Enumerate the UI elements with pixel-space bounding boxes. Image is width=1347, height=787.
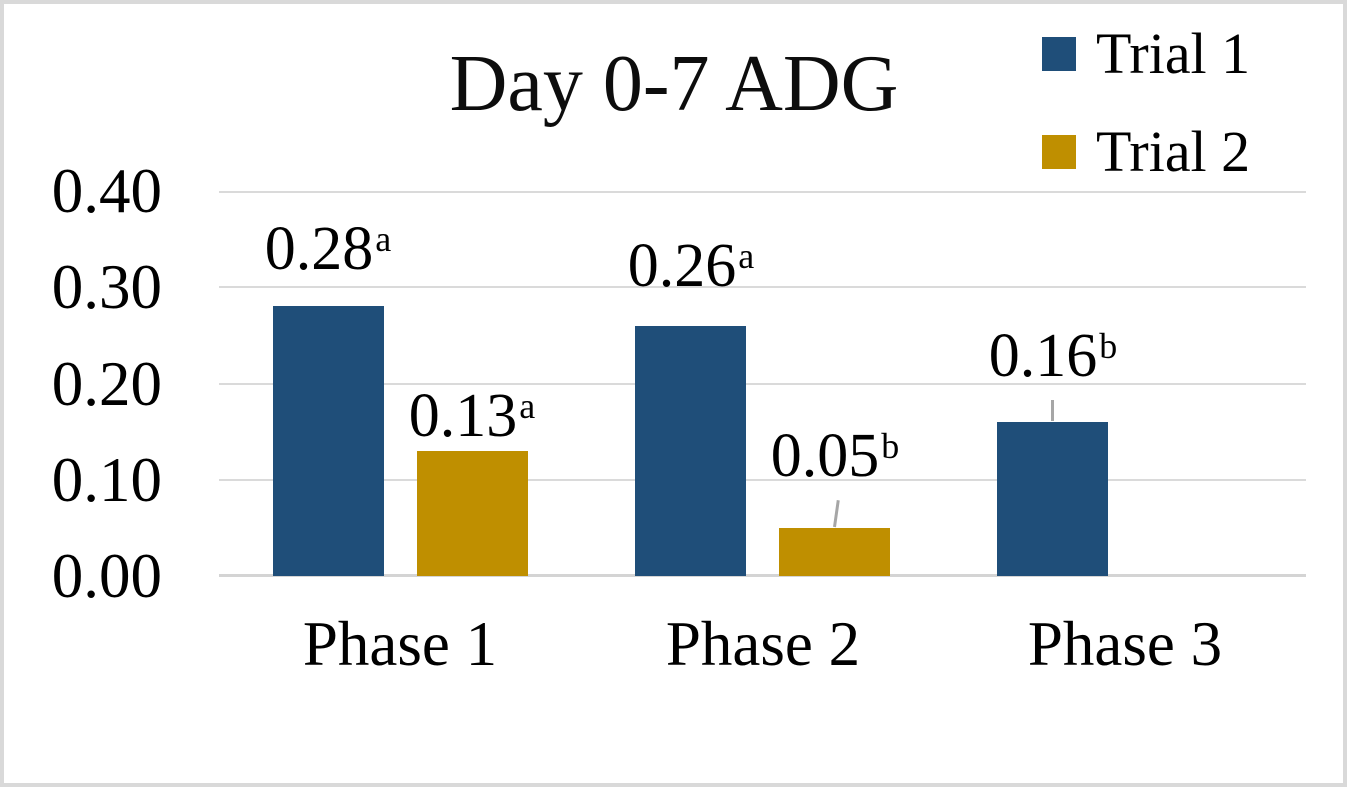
bar-trial-1-phase-1 [273,306,384,576]
leader-line-trial-1-phase-3 [1051,400,1054,421]
bar-trial-1-phase-3 [997,422,1108,576]
data-label-value: 0.26 [627,232,737,300]
bar-trial-2-phase-1 [417,451,528,576]
y-tick-label-0.10: 0.10 [51,445,162,515]
x-axis-label-phase-3: Phase 3 [1027,609,1223,679]
significance-superscript: a [375,219,392,260]
data-label-value: 0.13 [408,382,518,450]
gridline-0.20 [219,383,1306,385]
gridline-0.10 [219,479,1306,481]
significance-superscript: a [738,236,755,277]
legend-label-trial-2: Trial 2 [1096,119,1251,184]
legend: Trial 1 Trial 2 [1042,18,1250,188]
data-label-trial-1-phase-2: 0.26a [628,235,754,297]
y-tick-label-0.00: 0.00 [51,541,162,611]
data-label-trial-2-phase-1: 0.13a [409,385,535,447]
gridline-0.30 [219,286,1306,288]
legend-item-trial-1: Trial 1 [1042,18,1250,90]
bar-trial-1-phase-2 [635,326,746,576]
x-axis-label-phase-1: Phase 1 [302,609,498,679]
plot-area: 0.28a 0.13a 0.26a 0.05b 0.16b [219,191,1306,577]
y-tick-label-0.20: 0.20 [51,349,162,419]
significance-superscript: b [881,426,900,467]
data-label-trial-1-phase-3: 0.16b [989,325,1117,387]
data-label-trial-1-phase-1: 0.28a [265,218,391,280]
legend-label-trial-1: Trial 1 [1096,21,1251,86]
chart-title: Day 0-7 ADG [449,40,899,128]
legend-swatch-trial-1 [1042,37,1076,71]
y-tick-label-0.30: 0.30 [51,252,162,322]
data-label-value: 0.28 [264,215,374,283]
x-axis-label-phase-2: Phase 2 [665,609,861,679]
legend-item-trial-2: Trial 2 [1042,116,1250,188]
data-label-value: 0.05 [770,422,880,490]
legend-swatch-trial-2 [1042,135,1076,169]
significance-superscript: b [1099,326,1118,367]
gridline-0.40 [219,191,1306,193]
data-label-trial-2-phase-2: 0.05b [771,425,899,487]
gridline-0.00 [219,574,1306,577]
significance-superscript: a [519,386,536,427]
data-label-value: 0.16 [988,322,1098,390]
bar-trial-2-phase-2 [779,528,890,576]
leader-line-trial-2-phase-2 [833,500,840,528]
y-tick-label-0.40: 0.40 [51,156,162,226]
